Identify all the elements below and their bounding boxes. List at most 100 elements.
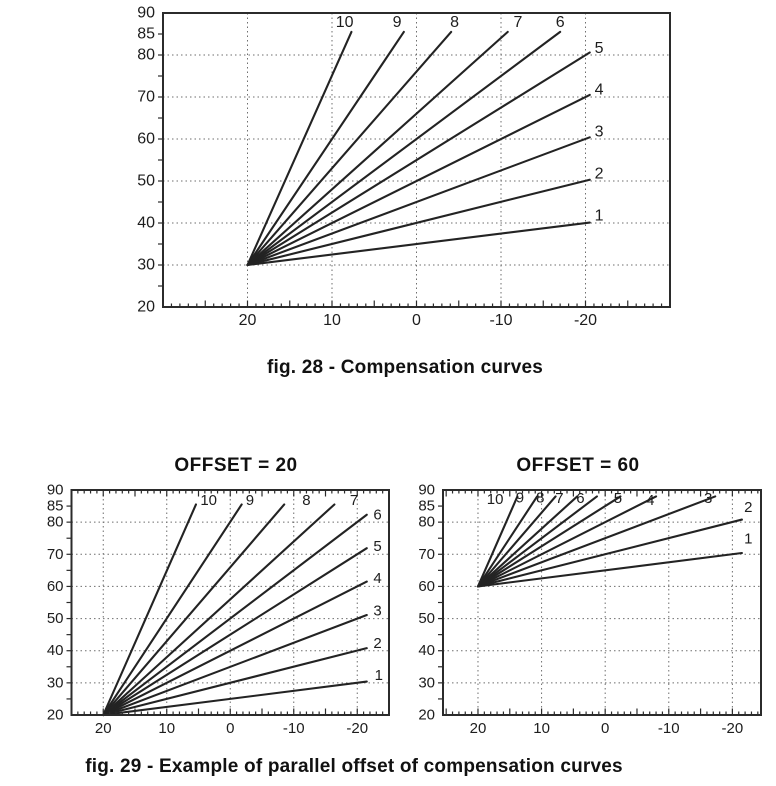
fig29-caption: fig. 29 - Example of parallel offset of … — [85, 756, 623, 777]
svg-text:70: 70 — [47, 546, 64, 563]
svg-text:40: 40 — [47, 642, 64, 659]
curve-5 — [476, 495, 622, 588]
curve-label-2: 2 — [373, 635, 381, 652]
svg-text:20: 20 — [470, 720, 487, 737]
curve-6 — [102, 513, 368, 717]
curve-7 — [476, 495, 579, 588]
svg-text:40: 40 — [418, 642, 435, 659]
svg-text:50: 50 — [418, 610, 435, 627]
curve-2 — [246, 178, 591, 267]
compensation-curves — [476, 495, 743, 588]
curve-label-1: 1 — [744, 531, 752, 548]
axis-ticks — [438, 490, 759, 715]
svg-text:80: 80 — [137, 47, 155, 64]
svg-text:0: 0 — [226, 720, 234, 737]
curve-label-8: 8 — [302, 492, 310, 509]
curve-10 — [246, 30, 353, 267]
svg-text:0: 0 — [601, 720, 609, 737]
curve-7 — [246, 30, 509, 267]
svg-text:70: 70 — [418, 546, 435, 563]
svg-text:20: 20 — [137, 299, 155, 316]
curve-9 — [102, 503, 243, 717]
axis-ticks — [158, 33, 663, 307]
curve-5 — [246, 51, 591, 267]
curve-8 — [102, 503, 286, 717]
svg-text:30: 30 — [418, 674, 435, 691]
svg-text:20: 20 — [239, 312, 257, 329]
svg-text:60: 60 — [418, 578, 435, 595]
curve-label-5: 5 — [373, 538, 381, 555]
svg-text:70: 70 — [137, 89, 155, 106]
compensation-curves — [102, 503, 368, 717]
curve-label-9: 9 — [393, 14, 402, 31]
curve-6 — [246, 30, 562, 267]
curve-2 — [476, 518, 743, 588]
curve-label-2: 2 — [595, 165, 604, 182]
svg-text:60: 60 — [47, 578, 64, 595]
curve-label-4: 4 — [646, 492, 654, 509]
curve-label-5: 5 — [614, 490, 622, 507]
curve-label-4: 4 — [595, 81, 604, 98]
curve-label-8: 8 — [450, 14, 459, 31]
curve-label-3: 3 — [595, 123, 604, 140]
svg-text:30: 30 — [137, 257, 155, 274]
curve-label-4: 4 — [373, 570, 381, 587]
svg-text:90: 90 — [137, 5, 155, 22]
curve-label-3: 3 — [704, 490, 712, 507]
curve-label-10: 10 — [487, 491, 504, 508]
curve-3 — [476, 495, 717, 588]
svg-text:-10: -10 — [658, 720, 680, 737]
curve-label-8: 8 — [536, 490, 544, 507]
svg-text:30: 30 — [47, 674, 64, 691]
curve-label-6: 6 — [576, 490, 584, 507]
curve-3 — [246, 136, 591, 267]
svg-text:90: 90 — [47, 482, 64, 499]
fig28-caption: fig. 28 - Compensation curves — [266, 357, 544, 378]
svg-text:20: 20 — [418, 707, 435, 724]
x-tick-labels: 20 10 0 -10 -20 — [95, 720, 368, 737]
curve-6 — [476, 495, 598, 588]
curve-label-2: 2 — [744, 499, 752, 516]
svg-text:50: 50 — [137, 173, 155, 190]
svg-text:80: 80 — [47, 514, 64, 531]
curve-7 — [102, 503, 336, 717]
fig28-chart: 20 10 0 -10 -20 90 85 80 70 60 50 40 30 20 1 2 3 4 5 6 7 8 9 10 — [137, 5, 671, 329]
curve-5 — [102, 547, 368, 717]
svg-text:-20: -20 — [346, 720, 368, 737]
curve-9 — [246, 30, 405, 267]
curve-4 — [102, 580, 368, 717]
curve-10 — [476, 495, 519, 588]
svg-text:-10: -10 — [283, 720, 305, 737]
svg-text:-10: -10 — [489, 312, 512, 329]
curve-label-9: 9 — [516, 490, 524, 507]
svg-text:60: 60 — [137, 131, 155, 148]
svg-text:85: 85 — [418, 498, 435, 515]
curve-label-10: 10 — [200, 492, 217, 509]
svg-text:20: 20 — [95, 720, 112, 737]
svg-text:40: 40 — [137, 215, 155, 232]
curve-label-7: 7 — [350, 492, 358, 509]
fig29-offset60-title: OFFSET = 60 — [516, 455, 640, 476]
curve-4 — [246, 93, 591, 267]
svg-text:10: 10 — [533, 720, 550, 737]
svg-text:90: 90 — [418, 482, 435, 499]
curve-8 — [246, 30, 453, 267]
curve-label-1: 1 — [375, 667, 383, 684]
curve-8 — [476, 495, 557, 588]
curve-label-1: 1 — [595, 207, 604, 224]
curve-9 — [476, 495, 539, 588]
curve-label-6: 6 — [556, 14, 565, 31]
svg-text:10: 10 — [323, 312, 341, 329]
x-tick-labels: 20 10 0 -10 -20 — [239, 312, 598, 329]
curve-label-6: 6 — [373, 506, 381, 523]
svg-text:10: 10 — [158, 720, 175, 737]
curve-4 — [476, 495, 658, 588]
